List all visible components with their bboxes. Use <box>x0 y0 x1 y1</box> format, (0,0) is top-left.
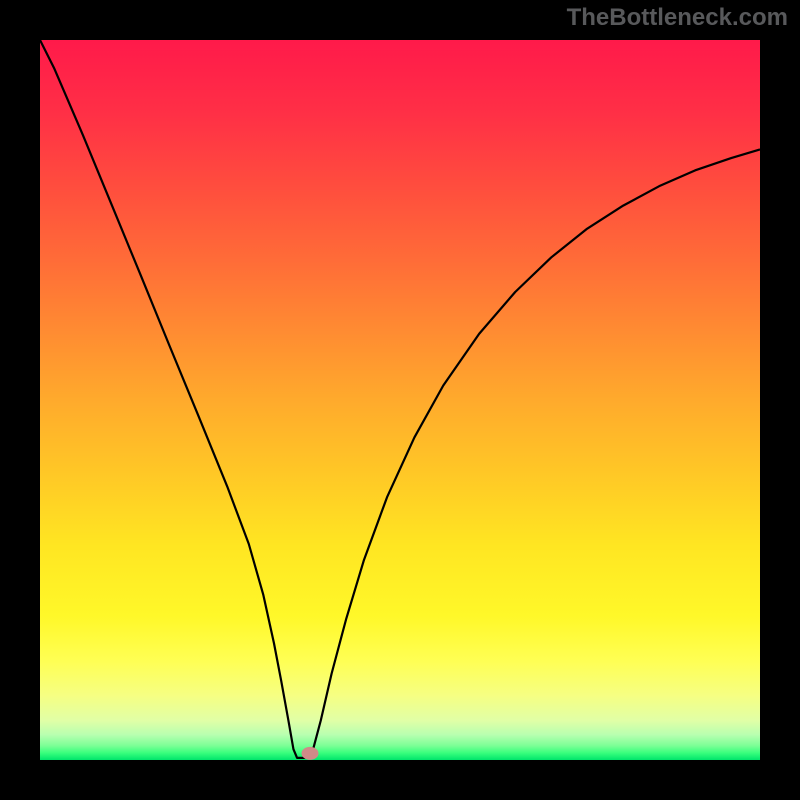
watermark-text: TheBottleneck.com <box>567 4 788 32</box>
bottleneck-chart <box>0 0 800 800</box>
chart-frame: TheBottleneck.com <box>0 0 800 800</box>
optimum-marker <box>302 747 318 759</box>
plot-background <box>40 40 760 760</box>
frame-border <box>760 40 800 760</box>
frame-border <box>0 40 40 760</box>
frame-border <box>0 760 800 800</box>
